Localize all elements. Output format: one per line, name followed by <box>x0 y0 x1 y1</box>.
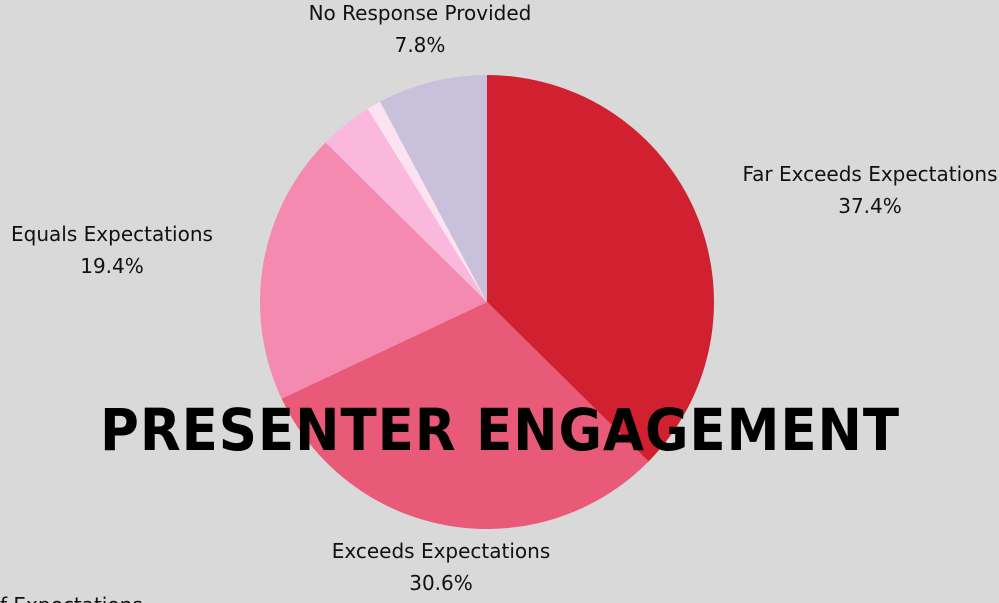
pie-slice <box>367 101 487 302</box>
slice-label: Equals Expectations <box>11 222 213 246</box>
slice-label: Exceeds Expectations <box>332 539 551 563</box>
pie-slice <box>487 75 714 462</box>
slice-value-label: 19.4% <box>80 254 144 278</box>
slice-value-label: 30.6% <box>409 571 473 595</box>
pie-slice <box>380 75 487 302</box>
pie-slice <box>281 302 649 530</box>
slice-label: No Response Provided <box>309 1 532 25</box>
slice-value-label: 7.8% <box>395 33 446 57</box>
slice-value-label: 37.4% <box>838 194 902 218</box>
pie-slice <box>325 108 487 302</box>
slice-label: f Expectations <box>0 593 143 603</box>
chart-title: PRESENTER ENGAGEMENT <box>100 396 900 464</box>
pie <box>260 75 714 530</box>
slice-label: Far Exceeds Expectations <box>743 162 998 186</box>
pie-slice <box>260 142 487 399</box>
